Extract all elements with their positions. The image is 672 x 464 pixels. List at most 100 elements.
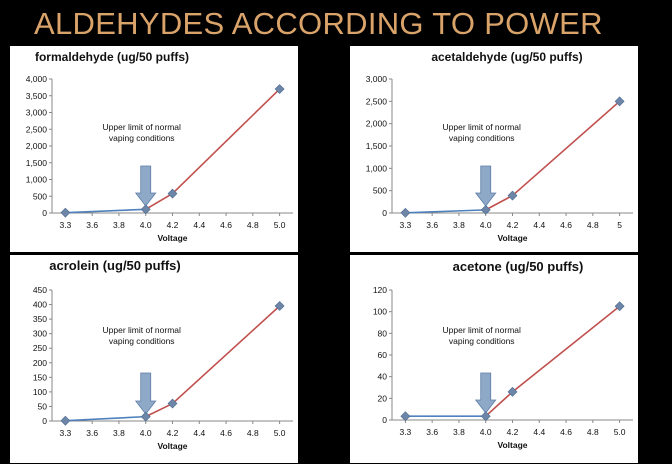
series-line-segment [171,305,281,405]
annotation-text: vaping conditions [449,133,515,143]
x-tick-label: 3.8 [113,220,125,230]
x-tick-label: 4.2 [507,427,519,437]
y-tick-label: 500 [33,191,47,201]
x-axis-label: Voltage [157,233,187,243]
annotation-text: Upper limit of normal [443,325,522,335]
series-line-segment [171,88,281,195]
series-line-segment [485,391,514,417]
y-tick-label: 1,500 [366,141,388,151]
x-tick-label: 4.8 [247,428,259,438]
data-point-marker [507,190,518,201]
x-tick-label: 4.2 [167,220,179,230]
x-tick-label: 3.8 [453,220,465,230]
chart-panel-acetaldehyde: acetaldehyde (ug/50 puffs) 0 500 1,000 1,500… [350,46,638,252]
y-tick-label: 350 [33,314,47,324]
chart-title: acetone (ug/50 puffs) [453,259,584,274]
series-line-segment [511,100,621,197]
chart-svg: acrolein (ug/50 puffs) 0 50 100 150 200 250 300… [33,258,293,451]
x-tick-label: 4.6 [220,220,232,230]
data-point-marker [614,96,625,107]
chart-svg: acetone (ug/50 puffs) 0 20 40 60 80 100 120 3.3 3… [373,259,633,450]
y-tick-label: 0 [382,208,387,218]
annotation-arrow [134,165,157,207]
x-tick-label: 3.6 [426,427,438,437]
x-tick-label: 4.4 [533,427,545,437]
x-tick-label: 3.8 [113,428,125,438]
annotation-text: Upper limit of normal [103,325,182,335]
y-tick-label: 20 [378,393,388,403]
y-tick-label: 2,500 [26,124,48,134]
y-tick-label: 0 [42,416,47,426]
x-tick-label: 4.4 [533,220,545,230]
x-tick-label: 4.6 [560,220,572,230]
y-tick-label: 1,000 [366,163,388,173]
chart-svg: acetaldehyde (ug/50 puffs) 0 500 1,000 1,500… [366,50,633,243]
x-tick-label: 4.6 [220,428,232,438]
chart-panel-acrolein: acrolein (ug/50 puffs) 0 50 100 150 200 250 300… [10,255,298,463]
y-tick-label: 2,500 [366,96,388,106]
annotation-text: vaping conditions [449,336,515,346]
data-point-marker [140,411,151,422]
series-line-segment [405,209,486,214]
y-tick-label: 80 [378,328,388,338]
x-tick-label: 4.0 [140,428,152,438]
chart-title: acetaldehyde (ug/50 puffs) [431,50,582,64]
chart-svg: formaldehyde (ug/50 puffs) 0 500 1,000 1,500… [26,50,293,243]
data-point-marker [60,207,71,218]
x-axis-label: Voltage [497,233,527,243]
y-tick-label: 3,000 [366,74,388,84]
y-tick-label: 60 [378,350,388,360]
data-point-marker [400,411,411,422]
x-axis-label: Voltage [157,441,187,451]
y-tick-label: 2,000 [366,119,388,129]
data-point-marker [480,204,491,215]
x-tick-label: 4.8 [247,220,259,230]
x-tick-label: 5.0 [274,220,286,230]
x-tick-label: 4.6 [560,427,572,437]
x-tick-label: 3.6 [426,220,438,230]
x-tick-label: 3.3 [399,427,411,437]
x-tick-label: 3.3 [399,220,411,230]
x-tick-label: 5.0 [274,428,286,438]
y-tick-label: 300 [33,329,47,339]
slide-title: ALDEHYDES ACCORDING TO POWER [34,6,603,41]
x-tick-label: 3.3 [59,220,71,230]
series-line-segment [512,305,621,393]
y-tick-label: 120 [373,285,387,295]
series-line-segment [485,194,513,211]
x-tick-label: 4.0 [140,220,152,230]
annotation-text: Upper limit of normal [103,122,182,132]
y-tick-label: 500 [373,186,387,196]
x-axis-label: Voltage [497,440,527,450]
y-tick-label: 2,000 [26,141,48,151]
x-tick-label: 4.2 [167,428,179,438]
y-tick-label: 0 [382,415,387,425]
x-tick-label: 4.8 [587,220,599,230]
y-tick-label: 4,000 [26,74,48,84]
x-tick-label: 3.3 [59,428,71,438]
data-point-marker [274,84,285,94]
x-tick-label: 3.6 [86,428,98,438]
series-line-segment [65,208,146,214]
x-tick-label: 4.4 [193,220,205,230]
annotation-text: vaping conditions [109,336,175,346]
y-tick-label: 450 [33,285,47,295]
x-tick-label: 4.4 [193,428,205,438]
chart-title: formaldehyde (ug/50 puffs) [35,50,189,64]
y-tick-label: 250 [33,343,47,353]
annotation-text: Upper limit of normal [443,122,522,132]
y-tick-label: 400 [33,300,47,310]
x-tick-label: 3.8 [453,427,465,437]
data-point-marker [140,204,151,215]
y-tick-label: 1,000 [26,175,48,185]
data-point-marker [480,411,491,422]
x-tick-label: 4.0 [480,220,492,230]
x-tick-label: 4.0 [480,427,492,437]
y-tick-label: 1,500 [26,158,48,168]
annotation-arrow [474,165,497,207]
data-point-marker [274,301,285,311]
x-tick-label: 5 [617,220,622,230]
data-point-marker [614,301,625,312]
y-tick-label: 150 [33,372,47,382]
x-tick-label: 4.8 [587,427,599,437]
